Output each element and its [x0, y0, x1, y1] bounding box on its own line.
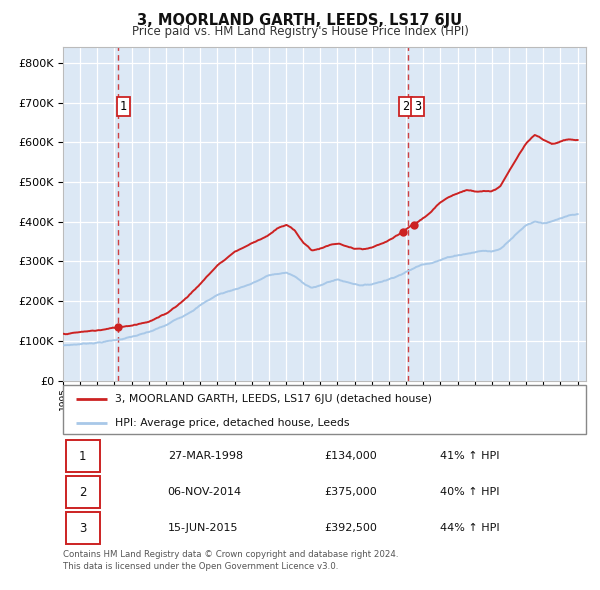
Text: 3, MOORLAND GARTH, LEEDS, LS17 6JU (detached house): 3, MOORLAND GARTH, LEEDS, LS17 6JU (deta…	[115, 394, 433, 404]
Text: 1: 1	[79, 450, 86, 463]
Text: Contains HM Land Registry data © Crown copyright and database right 2024.
This d: Contains HM Land Registry data © Crown c…	[63, 550, 398, 571]
FancyBboxPatch shape	[65, 477, 100, 508]
FancyBboxPatch shape	[63, 385, 586, 434]
Text: 40% ↑ HPI: 40% ↑ HPI	[440, 487, 499, 497]
Text: 06-NOV-2014: 06-NOV-2014	[167, 487, 242, 497]
Text: 2: 2	[79, 486, 86, 499]
FancyBboxPatch shape	[65, 440, 100, 472]
Text: HPI: Average price, detached house, Leeds: HPI: Average price, detached house, Leed…	[115, 418, 350, 428]
Text: 3, MOORLAND GARTH, LEEDS, LS17 6JU: 3, MOORLAND GARTH, LEEDS, LS17 6JU	[137, 13, 463, 28]
Text: 2: 2	[402, 100, 409, 113]
Text: £392,500: £392,500	[325, 523, 377, 533]
Text: £134,000: £134,000	[325, 451, 377, 461]
Text: 41% ↑ HPI: 41% ↑ HPI	[440, 451, 499, 461]
Text: 3: 3	[79, 522, 86, 535]
Text: 27-MAR-1998: 27-MAR-1998	[167, 451, 243, 461]
Text: £375,000: £375,000	[325, 487, 377, 497]
Text: 15-JUN-2015: 15-JUN-2015	[167, 523, 238, 533]
FancyBboxPatch shape	[65, 513, 100, 544]
Text: 3: 3	[414, 100, 421, 113]
Text: 44% ↑ HPI: 44% ↑ HPI	[440, 523, 499, 533]
Text: 1: 1	[120, 100, 127, 113]
Text: Price paid vs. HM Land Registry's House Price Index (HPI): Price paid vs. HM Land Registry's House …	[131, 25, 469, 38]
